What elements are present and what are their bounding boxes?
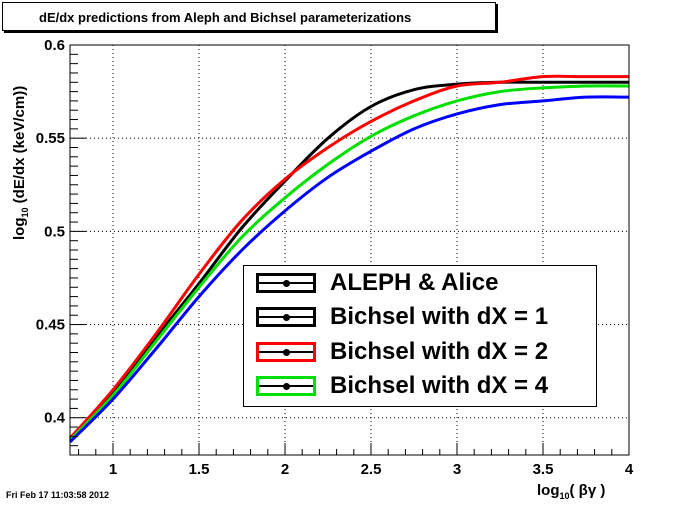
x-axis-title-sub: 10 (559, 491, 570, 501)
y-tick-label: 0.5 (44, 223, 65, 240)
x-axis-title: log10( βγ ) (537, 482, 605, 501)
y-tick-label: 0.6 (44, 37, 65, 54)
legend-entry-bichsel-4: Bichsel with dX = 4 (244, 371, 596, 404)
y-axis-title-sub: 10 (20, 207, 30, 218)
timestamp: Fri Feb 17 11:03:58 2012 (6, 490, 110, 500)
series-line-0 (68, 80, 629, 442)
chart-title: dE/dx predictions from Aleph and Bichsel… (39, 10, 412, 25)
y-axis-title-rest: (dE/dx (keV/cm)) (11, 85, 28, 208)
legend-entry-bichsel-1: Bichsel with dX = 1 (244, 302, 596, 335)
legend: ALEPH & Alice Bichsel with dX = 1 Bichse… (243, 265, 597, 407)
x-tick-label: 2.5 (361, 461, 382, 478)
x-tick-label: 3.5 (533, 461, 554, 478)
y-tick-label: 0.4 (44, 410, 66, 427)
x-tick-label: 4 (625, 461, 634, 478)
y-axis-title: log10 (dE/dx (keV/cm)) (11, 86, 30, 240)
legend-swatch (256, 376, 316, 396)
x-tick-label: 1 (109, 461, 117, 478)
axis-layer: 1 1.5 2 2.5 3 3.5 4 0.4 0.45 0.5 0.55 0.6 (36, 37, 634, 478)
legend-label: Bichsel with dX = 2 (330, 338, 549, 365)
chart-title-box: dE/dx predictions from Aleph and Bichsel… (2, 2, 496, 31)
legend-entry-aleph: ALEPH & Alice (244, 268, 596, 301)
legend-swatch (256, 342, 316, 362)
x-axis-title-main: log (537, 482, 560, 499)
x-tick-label: 2 (281, 461, 289, 478)
legend-label: Bichsel with dX = 1 (330, 303, 549, 330)
series-line-1 (68, 74, 630, 440)
y-axis-title-main: log (11, 217, 28, 241)
legend-entry-bichsel-2: Bichsel with dX = 2 (244, 337, 596, 370)
x-axis-title-rest: ( βγ ) (569, 482, 606, 499)
series-line-3 (68, 95, 630, 444)
legend-swatch (256, 307, 316, 327)
series-layer (68, 74, 630, 444)
x-tick-label: 3 (453, 461, 461, 478)
y-tick-label: 0.55 (36, 130, 65, 147)
legend-label: ALEPH & Alice (330, 269, 499, 296)
legend-swatch (256, 273, 316, 293)
x-tick-label: 1.5 (189, 461, 210, 478)
y-tick-label: 0.45 (36, 317, 65, 334)
series-line-2 (68, 84, 630, 442)
legend-label: Bichsel with dX = 4 (330, 372, 549, 399)
